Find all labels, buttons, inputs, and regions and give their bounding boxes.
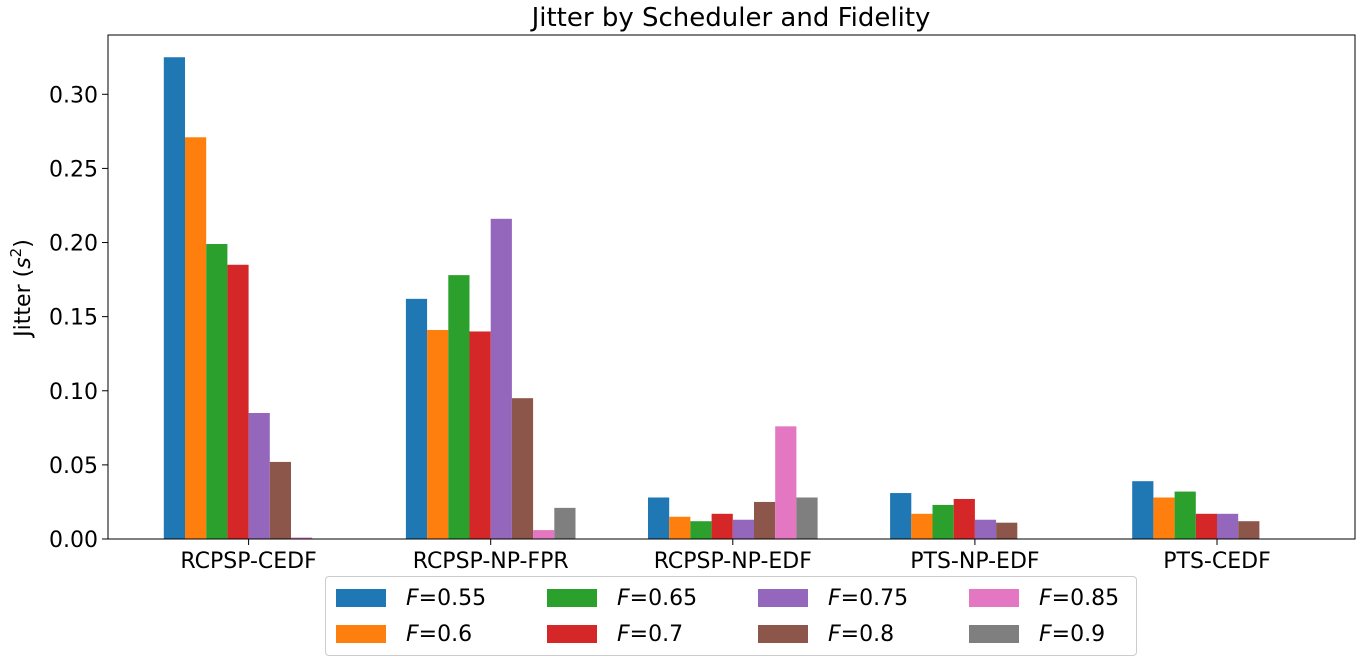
bar-F=0.65-RCPSP-NP-FPR <box>448 275 470 539</box>
bar-F=0.7-PTS-CEDF <box>1195 513 1217 539</box>
y-axis-label-prefix: Jitter ( <box>11 269 36 339</box>
bar-F=0.65-PTS-NP-EDF <box>932 504 954 539</box>
y-tick-label: 0.30 <box>49 83 98 108</box>
bar-F=0.9-RCPSP-NP-FPR <box>554 507 576 539</box>
bar-F=0.75-PTS-NP-EDF <box>974 519 997 539</box>
y-tick-label: 0.00 <box>49 528 98 553</box>
y-axis-label: Jitter (s2) <box>7 239 36 339</box>
legend-label: F=0.7 <box>617 621 684 647</box>
bar-F=0.85-RCPSP-NP-FPR <box>533 530 555 539</box>
legend-swatch <box>758 589 808 607</box>
legend-item: F=0.7 <box>547 621 684 647</box>
bar-F=0.55-RCPSP-CEDF <box>163 57 185 540</box>
bar-F=0.75-RCPSP-CEDF <box>248 413 270 539</box>
bar-F=0.55-RCPSP-NP-FPR <box>405 298 428 539</box>
bar-F=0.75-PTS-CEDF <box>1217 513 1239 539</box>
bar-F=0.55-PTS-NP-EDF <box>890 493 912 539</box>
legend-label: F=0.65 <box>617 585 698 611</box>
axes-group: 0.00 0.05 0.10 0.15 0.20 0.25 0.30 RCPSP-CEDF RC… <box>49 34 1356 574</box>
y-axis-label-suffix: ) <box>11 239 36 248</box>
legend-swatch <box>758 625 808 643</box>
bar-F=0.8-RCPSP-CEDF <box>269 461 291 539</box>
legend-label: F=0.9 <box>1039 621 1106 647</box>
bar-F=0.85-RCPSP-CEDF <box>291 537 313 539</box>
legend-swatch <box>969 589 1019 607</box>
legend: F=0.55 F=0.6 F=0.65 F=0.7 F=0.75 F=0.8 F=0.85 F… <box>325 576 1137 656</box>
bar-F=0.65-PTS-CEDF <box>1174 491 1196 539</box>
bar-F=0.6-RCPSP-CEDF <box>185 137 207 539</box>
y-tick-label: 0.10 <box>49 380 98 405</box>
bar-F=0.8-RCPSP-NP-FPR <box>511 398 534 539</box>
bar-F=0.75-RCPSP-NP-FPR <box>490 218 512 539</box>
bar-F=0.55-PTS-CEDF <box>1132 481 1154 539</box>
legend-label: F=0.8 <box>828 621 895 647</box>
bar-F=0.55-RCPSP-NP-EDF <box>648 497 670 539</box>
bars-group <box>163 57 1260 540</box>
bar-F=0.8-PTS-NP-EDF <box>996 522 1018 539</box>
bar-F=0.7-RCPSP-NP-FPR <box>469 331 491 539</box>
bar-F=0.85-RCPSP-NP-EDF <box>775 426 797 539</box>
legend-item: F=0.65 <box>547 585 698 611</box>
legend-swatch <box>547 625 597 643</box>
bar-F=0.6-RCPSP-NP-EDF <box>669 516 691 539</box>
y-tick-label: 0.15 <box>49 306 98 331</box>
x-tick-label: RCPSP-NP-FPR <box>413 549 569 574</box>
bar-F=0.6-PTS-CEDF <box>1153 497 1175 539</box>
bar-F=0.7-RCPSP-CEDF <box>227 264 249 539</box>
legend-swatch <box>969 625 1019 643</box>
bar-F=0.75-RCPSP-NP-EDF <box>732 519 754 539</box>
bar-F=0.8-RCPSP-NP-EDF <box>754 501 776 539</box>
bar-F=0.65-RCPSP-CEDF <box>206 244 228 539</box>
legend-swatch <box>547 589 597 607</box>
legend-label: F=0.55 <box>406 585 487 611</box>
legend-label: F=0.75 <box>828 585 909 611</box>
y-axis-label-var: s <box>11 257 36 268</box>
x-tick-label: RCPSP-NP-EDF <box>654 549 812 574</box>
legend-swatch <box>336 625 386 643</box>
bar-F=0.7-PTS-NP-EDF <box>953 498 975 539</box>
bar-F=0.9-RCPSP-NP-EDF <box>796 497 818 539</box>
x-tick-label: PTS-CEDF <box>1163 549 1270 574</box>
y-tick-label: 0.25 <box>49 157 98 182</box>
legend-label: F=0.6 <box>406 621 473 647</box>
bar-F=0.6-PTS-NP-EDF <box>911 513 933 539</box>
bar-F=0.8-PTS-CEDF <box>1238 521 1260 539</box>
y-tick-label: 0.05 <box>49 454 98 479</box>
bar-F=0.7-RCPSP-NP-EDF <box>711 513 733 539</box>
x-tick-label: RCPSP-CEDF <box>180 549 316 574</box>
legend-item: F=0.85 <box>969 585 1120 611</box>
bar-F=0.65-RCPSP-NP-EDF <box>690 521 712 539</box>
y-axis-label-sup: 2 <box>7 248 25 258</box>
legend-item: F=0.8 <box>758 621 895 647</box>
legend-swatch <box>336 589 386 607</box>
y-tick-label: 0.20 <box>49 232 98 257</box>
chart-title: Jitter by Scheduler and Fidelity <box>530 3 931 33</box>
bar-F=0.6-RCPSP-NP-FPR <box>427 329 449 539</box>
legend-item: F=0.55 <box>336 585 487 611</box>
legend-item: F=0.75 <box>758 585 909 611</box>
plot-frame <box>107 34 1356 540</box>
legend-item: F=0.6 <box>336 621 473 647</box>
legend-item: F=0.9 <box>969 621 1106 647</box>
legend-label: F=0.85 <box>1039 585 1120 611</box>
x-tick-label: PTS-NP-EDF <box>910 549 1039 574</box>
